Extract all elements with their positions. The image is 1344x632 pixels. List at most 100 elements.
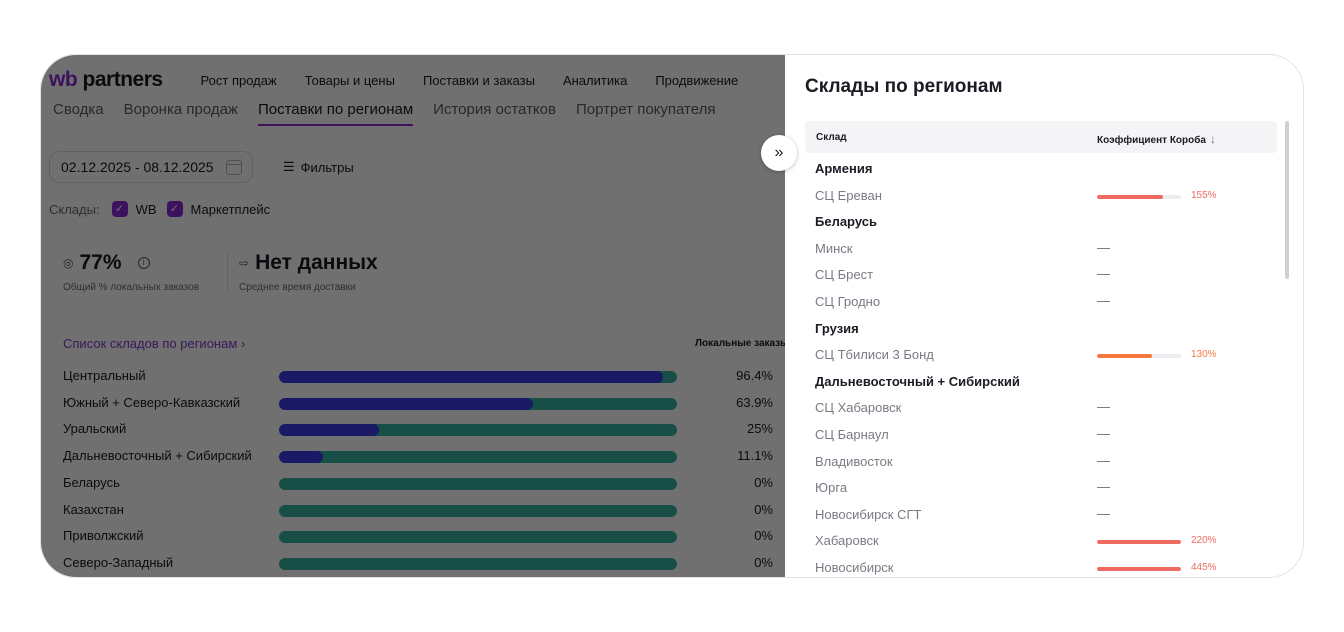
coefficient-bar-fill: [1097, 194, 1163, 199]
double-chevron-icon: »: [774, 144, 784, 161]
tab-summary[interactable]: Сводка: [53, 101, 104, 118]
coefficient-empty: —: [1097, 266, 1110, 282]
warehouse-name: Минск: [815, 240, 853, 256]
region-percent: 11.1%: [737, 448, 773, 464]
region-name: Центральный: [63, 368, 146, 383]
warehouse-row[interactable]: Владивосток —: [815, 450, 1265, 476]
col-coefficient[interactable]: Коэффициент Короба ↓: [1097, 132, 1216, 146]
region-row[interactable]: Беларусь 0%: [63, 474, 783, 492]
warehouse-row[interactable]: Новосибирск 445%: [815, 556, 1265, 577]
sort-down-icon: ↓: [1210, 132, 1216, 146]
coefficient-bar-fill: [1097, 540, 1181, 545]
regions-list-link[interactable]: Список складов по регионам ›: [63, 336, 246, 351]
warehouse-row[interactable]: Хабаровск 220%: [815, 529, 1265, 555]
coefficient-empty: —: [1097, 399, 1110, 415]
warehouse-row[interactable]: СЦ Тбилиси 3 Бонд 130%: [815, 343, 1265, 369]
warehouse-name: Новосибирск: [815, 560, 894, 575]
info-icon[interactable]: i: [137, 257, 150, 269]
date-range-picker[interactable]: 02.12.2025 - 08.12.2025: [49, 151, 253, 183]
region-bar: [279, 424, 677, 437]
coefficient-bar: [1097, 194, 1181, 199]
region-percent: 25%: [746, 421, 773, 437]
warehouse-name: Владивосток: [815, 453, 893, 469]
warehouse-name: СЦ Тбилиси 3 Бонд: [815, 347, 934, 363]
warehouse-name: СЦ Гродно: [815, 294, 881, 309]
region-group-row: Армения: [815, 157, 1265, 183]
filters-button[interactable]: ☰ Фильтры: [283, 159, 354, 175]
calendar-icon: [226, 160, 242, 175]
region-percent: 96.4%: [736, 368, 773, 383]
region-row[interactable]: Уральский 25%: [63, 420, 783, 438]
coefficient-empty: —: [1097, 293, 1110, 308]
region-bar-fill: [279, 424, 379, 437]
menu-item-analytics[interactable]: Аналитика: [562, 72, 628, 88]
region-row[interactable]: Северо-Западный 0%: [63, 554, 783, 572]
checkbox-marketplace[interactable]: ✓: [166, 201, 183, 217]
warehouse-row[interactable]: Юрга —: [815, 476, 1265, 502]
region-row[interactable]: Казахстан 0%: [63, 501, 783, 519]
logo[interactable]: wb partners: [49, 68, 163, 91]
region-group-row: Дальневосточный + Сибирский: [815, 370, 1265, 396]
region-name: Казахстан: [63, 501, 124, 517]
warehouse-row[interactable]: СЦ Гродно —: [815, 290, 1265, 316]
coefficient-value: 155%: [1191, 189, 1217, 201]
coefficient-value: 445%: [1191, 562, 1217, 573]
warehouse-row[interactable]: Новосибирск СГТ —: [815, 503, 1265, 529]
coefficient-value: 220%: [1191, 535, 1217, 547]
checkbox-wb[interactable]: ✓: [111, 201, 128, 217]
region-row[interactable]: Центральный 96.4%: [63, 367, 783, 385]
region-row[interactable]: Южный + Северо-Кавказский 63.9%: [63, 394, 783, 412]
region-percent: 0%: [754, 554, 773, 570]
coefficient-bar: [1097, 567, 1181, 571]
metric-delivery-time: ⇨ Нет данных Среднее время доставки: [239, 251, 378, 293]
menu-item-growth[interactable]: Рост продаж: [200, 72, 277, 88]
warehouse-row[interactable]: Минск —: [815, 237, 1265, 263]
warehouse-row[interactable]: СЦ Хабаровск —: [815, 396, 1265, 422]
tab-buyer-portrait[interactable]: Портрет покупателя: [575, 101, 716, 118]
chevron-right-icon: ›: [240, 336, 246, 351]
sliders-icon: ☰: [283, 159, 295, 174]
region-bar: [279, 371, 677, 383]
scrollbar[interactable]: [1285, 121, 1289, 279]
warehouse-row[interactable]: СЦ Брест —: [815, 263, 1265, 289]
menu-item-promotion[interactable]: Продвижение: [655, 72, 739, 88]
panel-title: Склады по регионам: [805, 76, 1003, 97]
warehouse-name: СЦ Ереван: [815, 187, 882, 203]
region-bar: [279, 477, 677, 490]
region-name: Дальневосточный + Сибирский: [63, 448, 252, 464]
tab-sales-funnel[interactable]: Воронка продаж: [123, 101, 238, 118]
tab-supplies-by-region[interactable]: Поставки по регионам: [257, 101, 414, 126]
region-bar: [279, 531, 677, 544]
region-group-name: Армения: [815, 161, 873, 176]
coefficient-bar: [1097, 540, 1181, 545]
region-bar-fill: [279, 397, 534, 410]
screenshot-frame: wb partners Рост продаж Товары и цены По…: [40, 54, 1304, 578]
tab-stock-history[interactable]: История остатков: [433, 101, 556, 118]
region-row[interactable]: Приволжский 0%: [63, 527, 783, 545]
warehouse-row[interactable]: СЦ Барнаул —: [815, 423, 1265, 449]
region-percent: 0%: [754, 528, 773, 544]
region-bar: [279, 451, 677, 464]
warehouse-name: Юрга: [815, 480, 848, 496]
store-filter: Склады: ✓ WB ✓ Маркетплейс: [49, 201, 280, 217]
menu-item-supplies[interactable]: Поставки и заказы: [422, 72, 535, 88]
delivery-label: Среднее время доставки: [239, 282, 356, 293]
region-bar-fill: [279, 371, 663, 383]
region-name: Южный + Северо-Кавказский: [63, 394, 241, 410]
region-group-row: Грузия: [815, 317, 1265, 343]
menu-item-products[interactable]: Товары и цены: [304, 72, 395, 88]
date-range-value: 02.12.2025 - 08.12.2025: [61, 159, 214, 175]
region-percent: 0%: [754, 501, 773, 517]
coefficient-empty: —: [1097, 239, 1110, 255]
warehouse-name: СЦ Хабаровск: [815, 400, 902, 416]
globe-icon: ◎: [63, 256, 74, 270]
region-row[interactable]: Дальневосточный + Сибирский 11.1%: [63, 447, 783, 465]
region-bar-fill: [279, 451, 324, 464]
col-store: Склад: [816, 132, 847, 143]
region-percent: 0%: [754, 474, 773, 490]
sub-nav: Сводка Воронка продаж Поставки по регион…: [53, 101, 735, 126]
collapse-panel-button[interactable]: »: [761, 135, 797, 171]
warehouse-row[interactable]: СЦ Ереван 155%: [815, 184, 1265, 210]
coefficient-bar: [1097, 354, 1181, 359]
region-name: Приволжский: [63, 528, 144, 544]
